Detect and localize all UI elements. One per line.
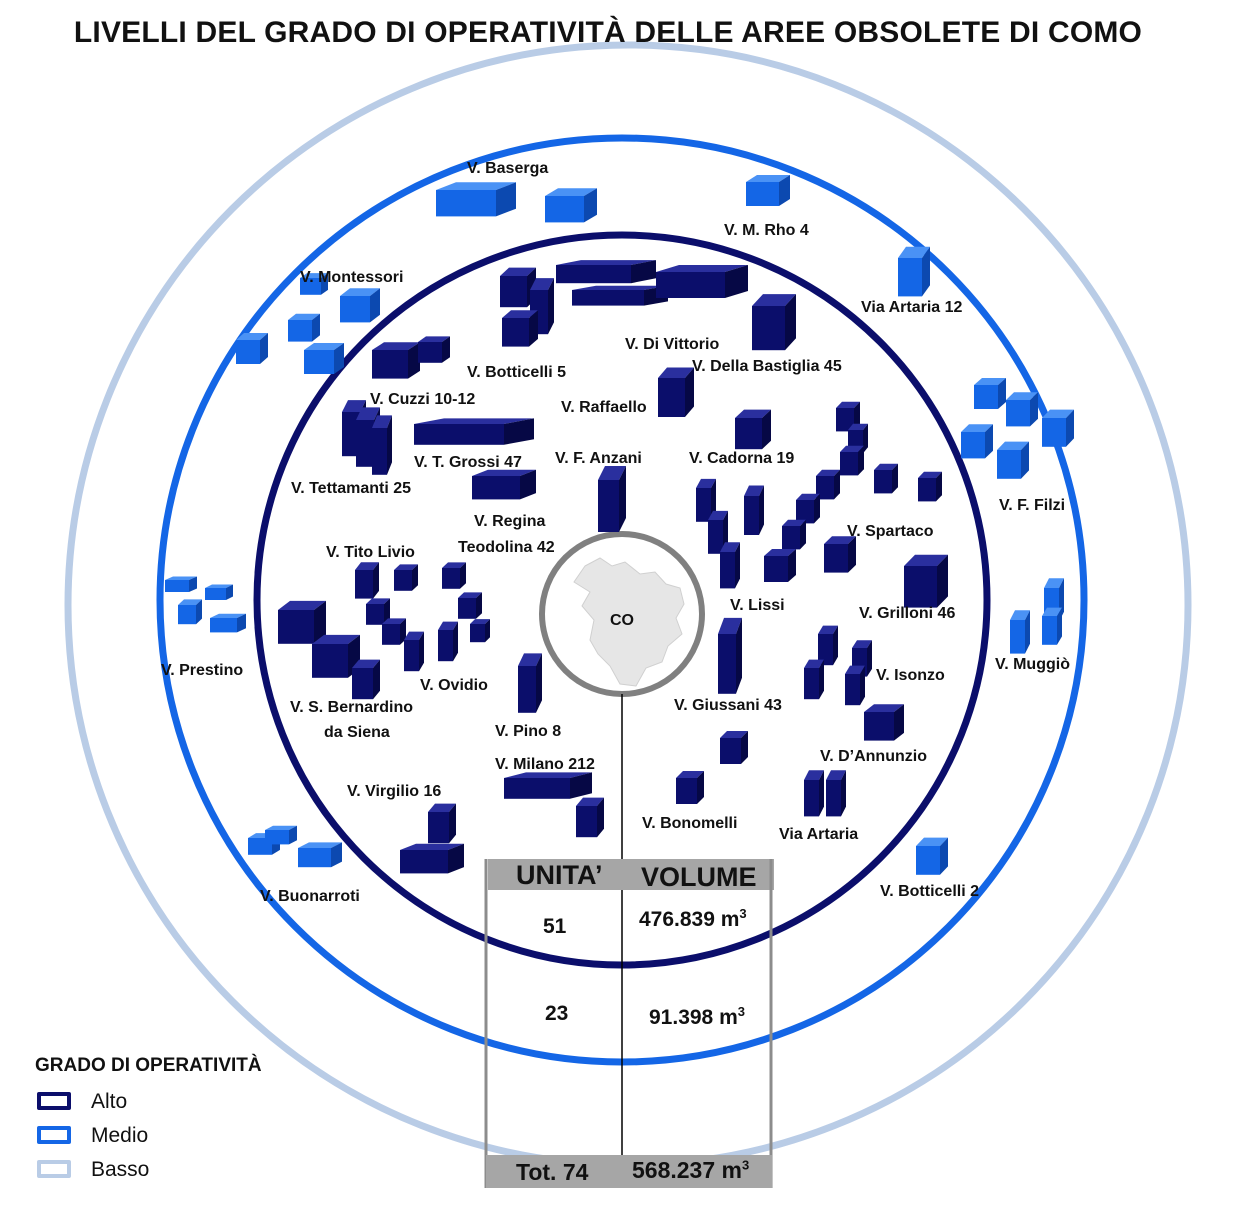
- label-milano: V. Milano 212: [495, 756, 595, 773]
- label-bonomelli: V. Bonomelli: [642, 815, 738, 832]
- label-tettamanti: V. Tettamanti 25: [291, 480, 412, 497]
- label-cuzzi: V. Cuzzi 10-12: [370, 391, 476, 408]
- legend-swatch-alto: [37, 1092, 71, 1110]
- label-tito-livio: V. Tito Livio: [326, 544, 415, 561]
- table-row-1-volume: 476.839 m3: [639, 906, 747, 931]
- table-header-bar: [488, 859, 774, 890]
- label-raffaello: V. Raffaello: [561, 399, 647, 416]
- label-montessori: V. Montessori: [300, 269, 404, 286]
- table-total-units: Tot. 74: [516, 1159, 589, 1185]
- table-row-1-units: 51: [543, 915, 567, 938]
- label-cadorna: V. Cadorna 19: [689, 450, 795, 467]
- legend-label-medio: Medio: [91, 1124, 149, 1147]
- table-total-bar: [486, 1155, 772, 1188]
- legend-swatch-basso: [37, 1160, 71, 1178]
- table-header-units: UNITA’: [516, 860, 603, 890]
- label-spartaco: V. Spartaco: [847, 523, 934, 540]
- center-label: CO: [610, 612, 634, 629]
- label-via-artaria: Via Artaria: [779, 826, 859, 843]
- label-baserga: V. Baserga: [467, 160, 549, 177]
- label-grilloni: V. Grilloni 46: [859, 605, 956, 622]
- label-pino: V. Pino 8: [495, 723, 562, 740]
- label-s-bernardino-1: V. S. Bernardino: [290, 699, 413, 716]
- label-buonarroti: V. Buonarroti: [260, 888, 360, 905]
- label-lissi: V. Lissi: [730, 597, 785, 614]
- table-total-volume: 568.237 m3: [632, 1157, 750, 1183]
- label-f-filzi: V. F. Filzi: [999, 497, 1066, 514]
- label-isonzo: V. Isonzo: [876, 667, 945, 684]
- label-m-rho: V. M. Rho 4: [724, 222, 809, 239]
- label-della-bastiglia: V. Della Bastiglia 45: [692, 358, 842, 375]
- label-d-annunzio: V. D’Annunzio: [820, 748, 927, 765]
- legend-title: GRADO DI OPERATIVITÀ: [35, 1055, 262, 1076]
- label-t-grossi: V. T. Grossi 47: [414, 454, 522, 471]
- city-shape: [573, 557, 685, 687]
- label-muggio: V. Muggiò: [995, 656, 1070, 673]
- label-s-bernardino-2: da Siena: [324, 724, 390, 741]
- label-botticelli-2: V. Botticelli 2: [880, 883, 979, 900]
- legend-label-basso: Basso: [91, 1158, 150, 1181]
- page-title: LIVELLI DEL GRADO DI OPERATIVITÀ DELLE A…: [73, 16, 1143, 49]
- label-giussani: V. Giussani 43: [674, 697, 782, 714]
- legend-swatch-medio: [37, 1126, 71, 1144]
- table-header-volume: VOLUME: [641, 862, 757, 892]
- legend-label-alto: Alto: [91, 1090, 128, 1113]
- label-via-artaria-12: Via Artaria 12: [861, 299, 963, 316]
- table-row-2-volume: 91.398 m3: [649, 1004, 745, 1029]
- label-ovidio: V. Ovidio: [420, 677, 488, 694]
- label-regina-2: Teodolina 42: [458, 539, 555, 556]
- label-virgilio: V. Virgilio 16: [347, 783, 442, 800]
- label-prestino: V. Prestino: [161, 662, 244, 679]
- label-botticelli-5: V. Botticelli 5: [467, 364, 566, 381]
- label-regina-1: V. Regina: [474, 513, 546, 530]
- label-f-anzani: V. F. Anzani: [555, 450, 642, 467]
- label-di-vittorio: V. Di Vittorio: [625, 336, 720, 353]
- table-row-2-units: 23: [545, 1002, 569, 1025]
